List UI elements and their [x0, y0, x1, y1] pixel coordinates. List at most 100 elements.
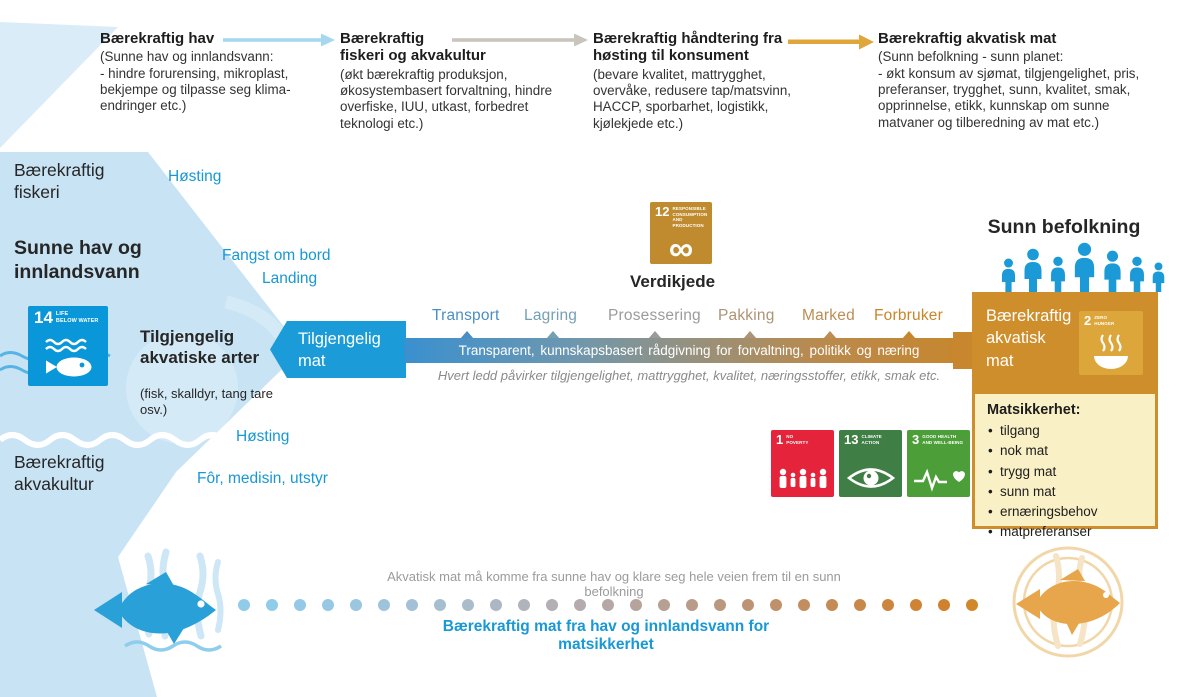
- progress-dot: [602, 599, 614, 611]
- blue-fish-seaweed-icon: [94, 548, 224, 652]
- pale-corner-triangle: [0, 22, 118, 148]
- flow-block-aquatic-food: Bærekraftig akvatisk mat (Sunn befolknin…: [878, 30, 1190, 131]
- stage-tick: [460, 331, 474, 339]
- flow-block-body: (økt bærekraftig produksjon, økosystemba…: [340, 66, 553, 131]
- food-security-item: nok mat: [987, 441, 1145, 462]
- sdg-label: LIFE BELOW WATER: [55, 311, 99, 324]
- eye-globe-icon: [846, 468, 895, 488]
- wave-crest-line: [0, 432, 227, 448]
- food-security-item: sunn mat: [987, 482, 1145, 503]
- stage-tick: [546, 331, 560, 339]
- progress-dot: [798, 599, 810, 611]
- available-food-arrow: Tilgjengelig mat: [270, 321, 406, 378]
- person-icon: [1130, 256, 1144, 292]
- sdg-header: 2 ZERO HUNGER: [1084, 313, 1138, 328]
- label-sustainable-fisheries: Bærekraftig fiskeri: [14, 160, 105, 202]
- flow-block-fisheries-aquaculture: Bærekraftig fiskeri og akvakultur (økt b…: [340, 30, 585, 132]
- steaming-bowl-icon: [1094, 334, 1128, 369]
- stage-storage: Lagring: [524, 307, 578, 324]
- label-available-species-note: (fisk, skalldyr, tang tare osv.): [140, 386, 273, 418]
- flow-block-title: Bærekraftig håndtering fra høsting til k…: [593, 30, 783, 65]
- sdg-13-badge: 13 CLIMATE ACTION: [839, 430, 902, 497]
- stage-transport: Transport: [432, 307, 500, 324]
- sdg-header: 1 NO POVERTY: [776, 432, 829, 447]
- person-icon: [1074, 242, 1095, 292]
- progress-dot: [518, 599, 530, 611]
- person-icon: [1001, 258, 1016, 292]
- flow-block-body: (bevare kvalitet, mattrygghet, overvåke,…: [593, 66, 791, 131]
- progress-dot: [910, 599, 922, 611]
- progress-dot: [854, 599, 866, 611]
- label-feed-medicine: Fôr, medisin, utstyr: [197, 470, 328, 487]
- wave-swirl-decoration: [126, 332, 238, 444]
- label-available-species: Tilgjengelig akvatiske arter: [140, 327, 260, 368]
- progress-dot: [238, 599, 250, 611]
- person-icon: [1104, 250, 1121, 292]
- food-security-item: tilgang: [987, 421, 1145, 442]
- chain-note: Hvert ledd påvirker tilgjengelighet, mat…: [437, 368, 941, 383]
- flow-block-handling: Bærekraftig håndtering fra høsting til k…: [593, 30, 813, 132]
- heartbeat-heart-icon: [913, 468, 965, 492]
- stage-tick: [648, 331, 662, 339]
- stage-processing: Prosessering: [608, 307, 701, 324]
- sdg-label: CLIMATE ACTION: [861, 434, 882, 445]
- progress-dot: [490, 599, 502, 611]
- progress-dot: [378, 599, 390, 611]
- flow-block-body: (Sunne hav og innlandsvann: - hindre for…: [100, 49, 291, 114]
- flow-arrow-icon: [788, 34, 874, 50]
- label-healthy-seas: Sunne hav og innlandsvann: [14, 237, 142, 284]
- label-sustainable-aquaculture: Bærekraftig akvakultur: [14, 452, 105, 494]
- sdg-header: 3 GOOD HEALTH AND WELL-BEING: [912, 432, 965, 447]
- sdg-number: 2: [1084, 313, 1092, 328]
- flow-block-title: Bærekraftig akvatisk mat: [878, 30, 1057, 47]
- population-title: Sunn befolkning: [987, 216, 1141, 238]
- value-chain-title: Verdikjede: [630, 272, 716, 291]
- progress-dot: [770, 599, 782, 611]
- progress-dot: [350, 599, 362, 611]
- progress-dot: [966, 599, 978, 611]
- sdg-number: 3: [912, 432, 920, 447]
- label-landing: Landing: [262, 270, 318, 287]
- food-security-item: trygg mat: [987, 462, 1145, 483]
- stage-packing: Pakking: [718, 307, 775, 324]
- person-icon: [1024, 248, 1042, 292]
- sdg-number: 1: [776, 432, 784, 447]
- progress-dot: [294, 599, 306, 611]
- sdg-label: GOOD HEALTH AND WELL-BEING: [922, 434, 964, 445]
- flow-arrow-icon: [452, 33, 588, 47]
- label-harvest-bottom: Høsting: [236, 428, 290, 445]
- progress-dots: [238, 599, 978, 611]
- population-people-icons: [1000, 242, 1166, 292]
- sdg-1-badge: 1 NO POVERTY: [771, 430, 834, 497]
- progress-dot: [462, 599, 474, 611]
- infinity-icon: ∞: [668, 230, 694, 264]
- stage-consumer: Forbruker: [874, 307, 943, 324]
- food-security-list: tilgang nok mat trygg mat sunn mat ernær…: [987, 421, 1145, 543]
- progress-dot: [686, 599, 698, 611]
- stage-tick: [743, 331, 757, 339]
- sdg-header: 13 CLIMATE ACTION: [844, 432, 897, 447]
- sdg-number: 13: [844, 432, 859, 447]
- sdg-number: 14: [34, 308, 53, 327]
- progress-dot: [658, 599, 670, 611]
- progress-dot: [266, 599, 278, 611]
- progress-dot: [742, 599, 754, 611]
- flow-block-body: (Sunn befolkning - sunn planet: - økt ko…: [878, 49, 1140, 130]
- progress-dot: [574, 599, 586, 611]
- flow-arrow-icon: [223, 33, 335, 47]
- progress-dot: [826, 599, 838, 611]
- fish-waves-icon: [45, 338, 92, 377]
- progress-dot: [714, 599, 726, 611]
- sdg-header: 14 LIFE BELOW WATER: [34, 308, 102, 327]
- sdg-label: RESPONSIBLE CONSUMPTION AND PRODUCTION: [672, 206, 708, 228]
- flow-block-sustainable-ocean: Bærekraftig hav (Sunne hav og innlandsva…: [100, 30, 335, 115]
- flow-block-title: Bærekraftig hav: [100, 30, 215, 47]
- family-icon: [779, 468, 826, 488]
- sdg-header: 12 RESPONSIBLE CONSUMPTION AND PRODUCTIO…: [655, 205, 708, 229]
- progress-dot: [630, 599, 642, 611]
- progress-dot: [882, 599, 894, 611]
- footer-top-note: Akvatisk mat må komme fra sunne hav og k…: [387, 569, 841, 599]
- flow-block-title: Bærekraftig fiskeri og akvakultur: [340, 30, 486, 65]
- progress-dot: [546, 599, 558, 611]
